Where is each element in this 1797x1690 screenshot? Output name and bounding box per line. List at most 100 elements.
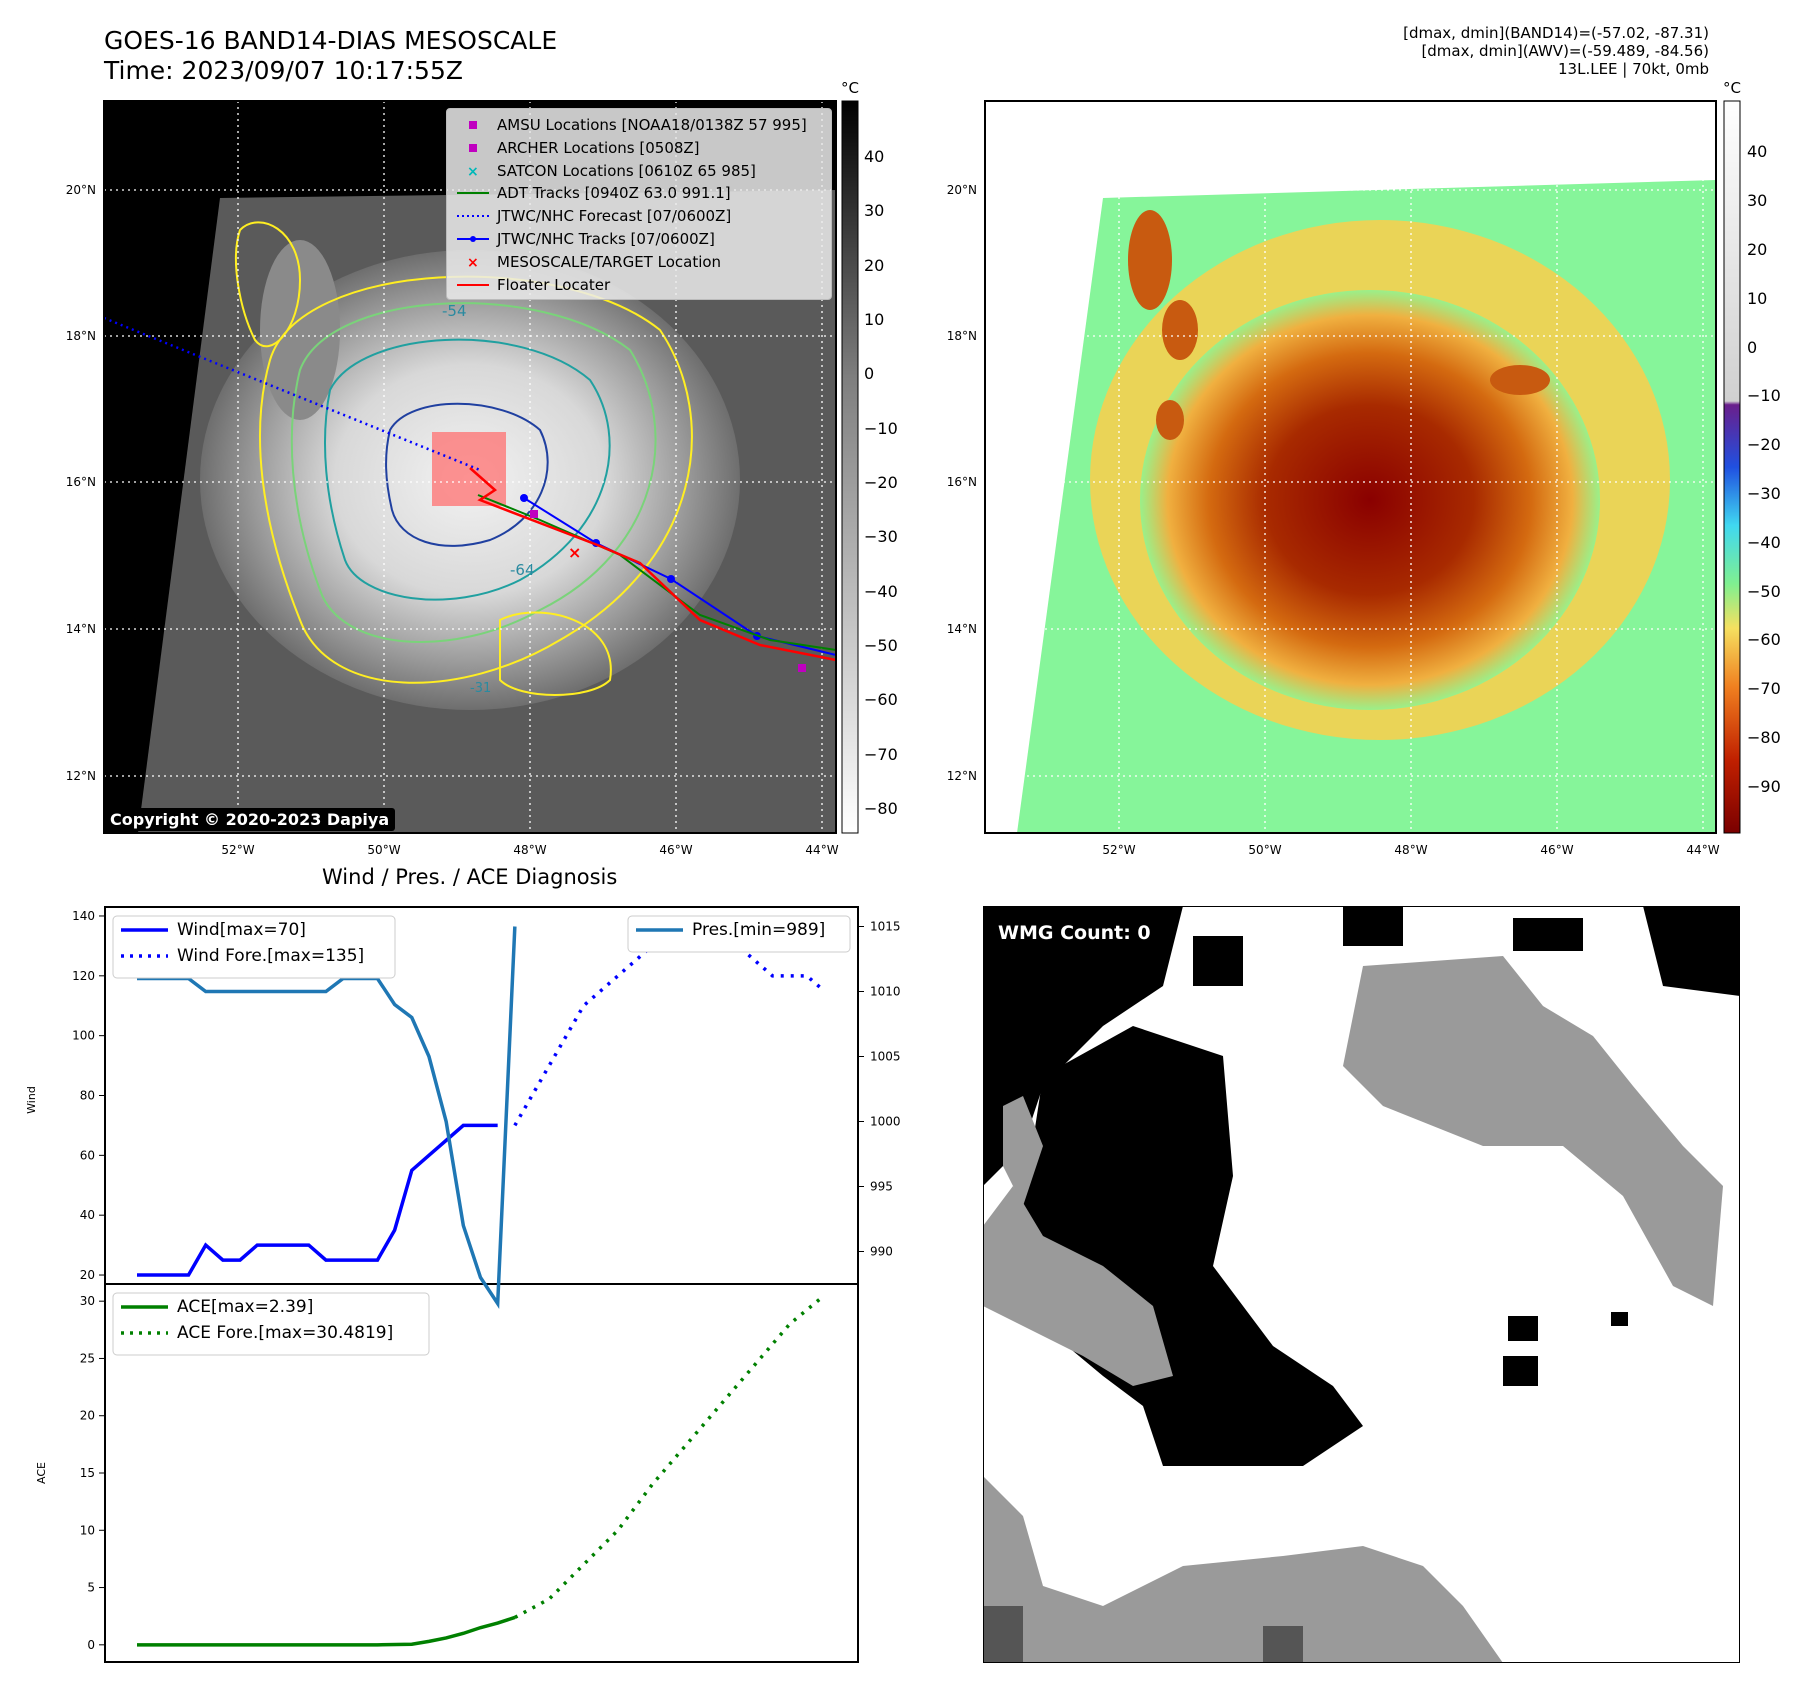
- wind-tick-label: 40: [80, 1208, 95, 1222]
- svg-text:40: 40: [864, 147, 884, 166]
- wind-legend-label: Wind Fore.[max=135]: [177, 946, 364, 966]
- lat-label-12n: 12°N: [66, 769, 96, 783]
- pres-tick-label: 995: [870, 1180, 893, 1194]
- awv-colorbar-ticks: 40 30 20 10 0 −10 −20 −30 −40 −50 −60 −7…: [1747, 142, 1781, 796]
- svg-text:−40: −40: [864, 582, 898, 601]
- ace-forecast-line: [514, 1294, 826, 1619]
- wind-tick-label: 60: [80, 1148, 95, 1162]
- awv-colorbar: [1723, 100, 1741, 834]
- wind-axis-label: Wind: [25, 1086, 38, 1114]
- awv-lat-label-18n: 18°N: [947, 329, 977, 343]
- awv-rainbands: [1128, 210, 1550, 440]
- svg-text:40: 40: [1747, 142, 1767, 161]
- svg-text:−60: −60: [864, 690, 898, 709]
- awv-lon-labels: 52°W 50°W 48°W 46°W 44°W: [1102, 843, 1719, 857]
- ir-map-legend: AMSU Locations [NOAA18/0138Z 57 995] ARCH…: [446, 108, 832, 300]
- diag-title: Wind / Pres. / ACE Diagnosis: [322, 865, 618, 889]
- pres-tick-label: 1015: [870, 920, 900, 934]
- info-line-1: [dmax, dmin](BAND14)=(-57.02, -87.31): [1403, 24, 1709, 42]
- svg-text:−80: −80: [864, 799, 898, 818]
- mesoscale-box: [432, 432, 506, 506]
- map-legend-item: ARCHER Locations [0508Z]: [455, 138, 700, 158]
- lon-label-48w: 48°W: [513, 843, 546, 857]
- awv-map-frame: [984, 100, 1717, 834]
- awv-lat-label-20n: 20°N: [947, 183, 977, 197]
- map-legend-marker: [469, 121, 477, 129]
- svg-text:10: 10: [1747, 289, 1767, 308]
- ir-colorbar-ticks: 40 30 20 10 0 −10 −20 −30 −40 −50 −60 −7…: [864, 147, 898, 818]
- ir-lon-labels: 52°W 50°W 48°W 46°W 44°W: [221, 843, 838, 857]
- ace-tick-label: 0: [87, 1638, 95, 1652]
- adt-track: [477, 494, 837, 651]
- contours: [234, 221, 693, 696]
- ir-map-frame: [103, 100, 837, 834]
- ir-map-panel: -54 -64 -31 × 20°N 18°N 16°N 14°N 12°N 5…: [66, 79, 1781, 857]
- map-legend-label: SATCON Locations [0610Z 65 985]: [497, 161, 756, 180]
- awv-lon-label-46w: 46°W: [1540, 843, 1573, 857]
- pres-tick-label: 1005: [870, 1050, 900, 1064]
- svg-text:−10: −10: [864, 419, 898, 438]
- floater-track: [469, 467, 837, 662]
- lat-label-18n: 18°N: [66, 329, 96, 343]
- ace-legend-label: ACE[max=2.39]: [177, 1297, 313, 1317]
- wind-tick-label: 20: [80, 1268, 95, 1282]
- svg-text:−40: −40: [1747, 533, 1781, 552]
- svg-text:−10: −10: [1747, 386, 1781, 405]
- map-legend-marker: [457, 215, 489, 218]
- contour-label-54: -54: [442, 302, 467, 320]
- map-legend-label: MESOSCALE/TARGET Location: [497, 252, 722, 271]
- diag-chart: 1401201008060402010151010100510009959903…: [25, 906, 900, 1663]
- wind-line: [137, 1123, 498, 1277]
- map-legend-label: JTWC/NHC Forecast [07/0600Z]: [497, 207, 732, 226]
- svg-text:30: 30: [1747, 191, 1767, 210]
- ace-line: [137, 1615, 516, 1647]
- map-legend-item: JTWC/NHC Forecast [07/0600Z]: [455, 206, 731, 226]
- svg-text:−20: −20: [864, 473, 898, 492]
- lon-label-52w: 52°W: [221, 843, 254, 857]
- map-legend-label: ADT Tracks [0940Z 63.0 991.1]: [497, 184, 731, 203]
- pres-tick-label: 990: [870, 1245, 893, 1259]
- info-line-2: [dmax, dmin](AWV)=(-59.489, -84.56): [1421, 42, 1709, 60]
- awv-lat-label-12n: 12°N: [947, 769, 977, 783]
- awv-storm: [1140, 290, 1600, 710]
- svg-text:−70: −70: [864, 745, 898, 764]
- pres-tick-label: 1000: [870, 1115, 900, 1129]
- ir-colorbar-unit: °C: [841, 79, 859, 97]
- awv-lon-label-44w: 44°W: [1686, 843, 1719, 857]
- figure-title: GOES-16 BAND14-DIAS MESOSCALE Time: 2023…: [104, 26, 557, 86]
- ir-lat-labels: 20°N 18°N 16°N 14°N 12°N: [66, 183, 96, 783]
- awv-lon-label-48w: 48°W: [1394, 843, 1427, 857]
- svg-text:−70: −70: [1747, 679, 1781, 698]
- svg-text:×: ×: [467, 164, 479, 178]
- target-x-marker: ×: [568, 543, 581, 562]
- map-legend-marker: [457, 236, 489, 242]
- svg-text:20: 20: [864, 256, 884, 275]
- title-line-2: Time: 2023/09/07 10:17:55Z: [104, 56, 463, 85]
- svg-text:30: 30: [864, 201, 884, 220]
- svg-text:−30: −30: [1747, 484, 1781, 503]
- wmg-count-label: WMG Count: 0: [990, 917, 1159, 949]
- map-legend-marker: ×: [467, 164, 479, 178]
- lat-label-14n: 14°N: [66, 622, 96, 636]
- map-legend-marker: [457, 192, 489, 195]
- svg-text:0: 0: [864, 364, 874, 383]
- svg-text:−50: −50: [864, 636, 898, 655]
- map-legend-item: JTWC/NHC Tracks [07/0600Z]: [455, 229, 715, 249]
- wind-tick-label: 140: [72, 909, 95, 923]
- pressure-line: [137, 926, 517, 1309]
- ace-legend: [112, 1292, 430, 1356]
- map-legend-item: Floater Locater: [455, 275, 610, 295]
- awv-lat-labels: 20°N 18°N 16°N 14°N 12°N: [947, 183, 977, 783]
- awv-lon-label-50w: 50°W: [1248, 843, 1281, 857]
- ace-tick-label: 10: [80, 1523, 95, 1537]
- lat-label-20n: 20°N: [66, 183, 96, 197]
- svg-text:−80: −80: [1747, 728, 1781, 747]
- map-legend-item: × SATCON Locations [0610Z 65 985]: [455, 161, 756, 181]
- wmg-panel: [983, 906, 1740, 1663]
- lon-label-44w: 44°W: [805, 843, 838, 857]
- map-legend-marker: [457, 283, 489, 286]
- wind-tick-label: 100: [72, 1029, 95, 1043]
- outer-band-cloud: [260, 240, 340, 420]
- map-legend-marker: ×: [467, 255, 479, 269]
- ace-tick-label: 25: [80, 1351, 95, 1365]
